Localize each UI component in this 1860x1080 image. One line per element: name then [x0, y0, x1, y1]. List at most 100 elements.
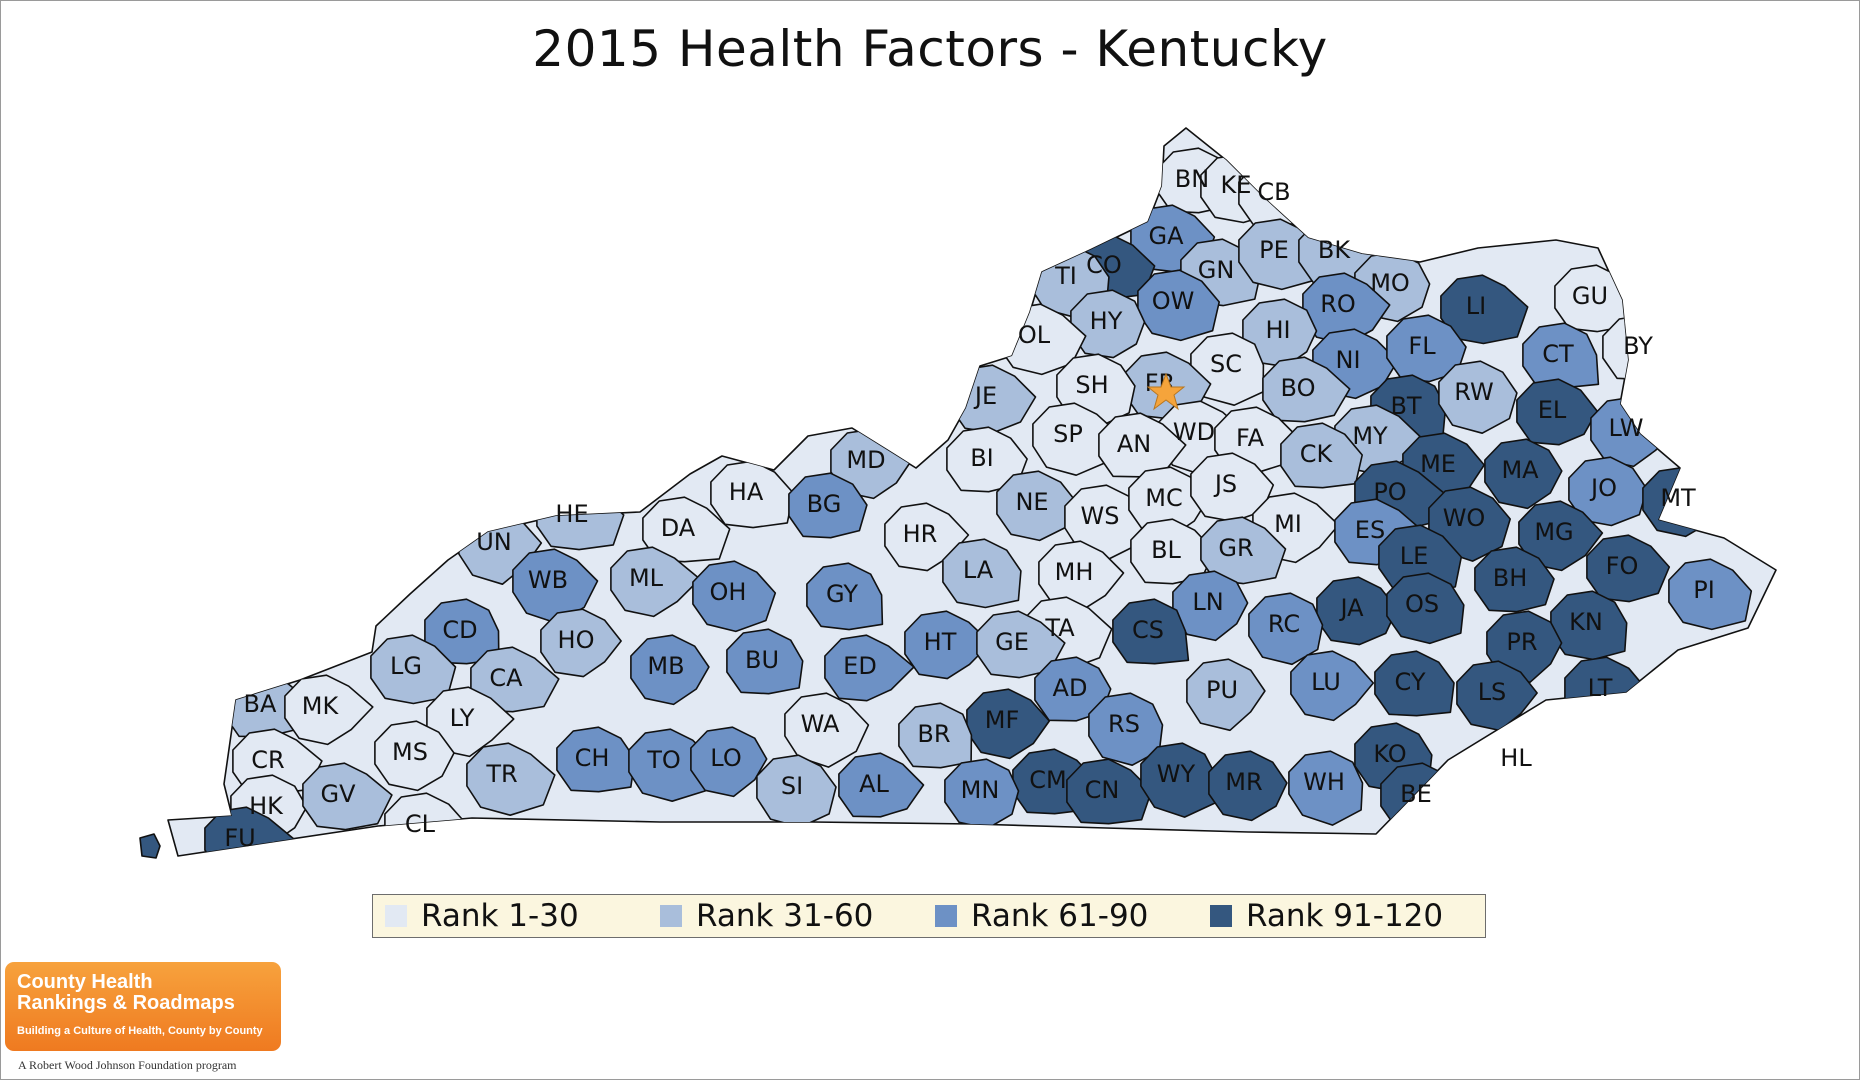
county-label-ms: MS: [392, 738, 428, 766]
county-label-mh: MH: [1055, 558, 1094, 586]
county-label-ja: JA: [1338, 594, 1364, 622]
county-label-ro: RO: [1320, 290, 1356, 318]
county-shape-mk: [284, 674, 374, 746]
county-label-pr: PR: [1506, 628, 1537, 656]
logo-tagline: Building a Culture of Health, County by …: [17, 1025, 263, 1037]
county-shape-ms: [374, 720, 455, 792]
county-label-wo: WO: [1443, 504, 1486, 532]
county-label-fl: FL: [1408, 332, 1436, 360]
county-shape-jo: [1568, 456, 1648, 527]
county-label-jo: JO: [1589, 474, 1617, 502]
capital-star-icon: [1146, 372, 1186, 411]
county-label-rs: RS: [1108, 710, 1140, 738]
county-label-cl: CL: [405, 810, 436, 838]
county-label-ke: KE: [1221, 171, 1252, 199]
county-label-bo: BO: [1281, 374, 1316, 402]
legend-label: Rank 91-120: [1246, 898, 1444, 934]
county-label-mk: MK: [302, 692, 340, 720]
county-shape-ow: [1137, 269, 1220, 342]
county-label-li: LI: [1466, 292, 1486, 320]
county-label-hl: HL: [1500, 744, 1532, 772]
county-label-mb: MB: [647, 652, 684, 680]
county-shape-os: [1386, 572, 1465, 645]
county-label-si: SI: [781, 772, 803, 800]
county-label-ck: CK: [1300, 440, 1334, 468]
county-shape-ch: [556, 726, 636, 793]
county-shape-gv: [302, 762, 393, 831]
county-shape-lu: [1290, 650, 1375, 722]
legend-label: Rank 31-60: [696, 898, 874, 934]
county-shape-hr: [884, 502, 970, 572]
county-shape-mb: [630, 634, 710, 706]
county-shape-bo: [1262, 356, 1351, 423]
county-label-ws: WS: [1081, 502, 1120, 530]
county-shape-wy: [1140, 742, 1217, 818]
county-shape-cy: [1374, 650, 1455, 717]
county-label-cr: CR: [251, 746, 284, 774]
county-shape-el: [1516, 378, 1598, 446]
legend-item-1: Rank 1-30: [385, 898, 660, 934]
county-shape-la: [942, 538, 1022, 609]
county-label-bl: BL: [1151, 536, 1181, 564]
county-label-cd: CD: [442, 616, 477, 644]
county-label-ca: CA: [489, 664, 523, 692]
county-label-fu: FU: [224, 824, 255, 852]
county-label-me: ME: [1420, 450, 1456, 478]
county-label-by: BY: [1623, 332, 1653, 360]
county-label-kn: KN: [1569, 608, 1603, 636]
county-label-ta: TA: [1044, 614, 1075, 642]
county-shape-al: [838, 752, 925, 818]
county-label-hk: HK: [249, 792, 284, 820]
county-label-ni: NI: [1335, 346, 1360, 374]
county-shape-ja: [1316, 576, 1398, 646]
county-shape-br: [898, 702, 973, 769]
county-shape-oh: [692, 560, 777, 633]
county-shape-da: [642, 496, 731, 563]
county-shape-ck: [1280, 422, 1363, 489]
county-label-js: JS: [1213, 470, 1237, 498]
county-label-bg: BG: [807, 490, 842, 518]
county-shape-mn: [944, 758, 1020, 830]
county-shape-cs: [1112, 598, 1190, 665]
county-label-le: LE: [1400, 542, 1429, 570]
county-label-wd: WD: [1173, 418, 1215, 446]
county-label-gu: GU: [1572, 282, 1608, 310]
county-label-bh: BH: [1493, 564, 1528, 592]
county-label-bt: BT: [1390, 392, 1421, 420]
county-shape-pu: [1186, 658, 1266, 732]
county-shape-tr: [466, 742, 556, 816]
county-label-my: MY: [1352, 422, 1388, 450]
county-label-ko: KO: [1373, 740, 1406, 768]
county-shape-ct: [1522, 322, 1600, 389]
county-label-rc: RC: [1268, 610, 1300, 638]
county-label-mf: MF: [985, 706, 1020, 734]
county-label-cb: CB: [1257, 178, 1290, 206]
legend-label: Rank 61-90: [971, 898, 1149, 934]
county-label-wy: WY: [1157, 760, 1196, 788]
county-label-rw: RW: [1454, 378, 1493, 406]
legend-item-2: Rank 31-60: [660, 898, 935, 934]
county-label-ad: AD: [1053, 674, 1088, 702]
county-shape-js: [1190, 452, 1275, 523]
county-shape-ed: [824, 634, 915, 702]
map-legend: Rank 1-30 Rank 31-60 Rank 61-90 Rank 91-120: [372, 894, 1486, 938]
county-label-ht: HT: [924, 628, 957, 656]
county-label-wb: WB: [528, 566, 568, 594]
county-label-ho: HO: [558, 626, 595, 654]
county-label-hi: HI: [1265, 316, 1290, 344]
county-label-ga: GA: [1148, 222, 1184, 250]
legend-swatch: [660, 905, 682, 927]
county-shape-ml: [610, 546, 701, 618]
county-label-bu: BU: [745, 646, 779, 674]
county-shape-lo: [690, 726, 768, 798]
county-label-ti: TI: [1054, 262, 1077, 290]
county-label-mi: MI: [1274, 510, 1302, 538]
county-shape-ly: [426, 686, 515, 758]
legend-swatch: [935, 905, 957, 927]
county-label-tr: TR: [485, 760, 517, 788]
county-shape-li: [1440, 274, 1529, 345]
map-title: 2015 Health Factors - Kentucky: [532, 20, 1328, 78]
county-shape-wh: [1288, 750, 1364, 826]
county-label-el: EL: [1538, 396, 1567, 424]
